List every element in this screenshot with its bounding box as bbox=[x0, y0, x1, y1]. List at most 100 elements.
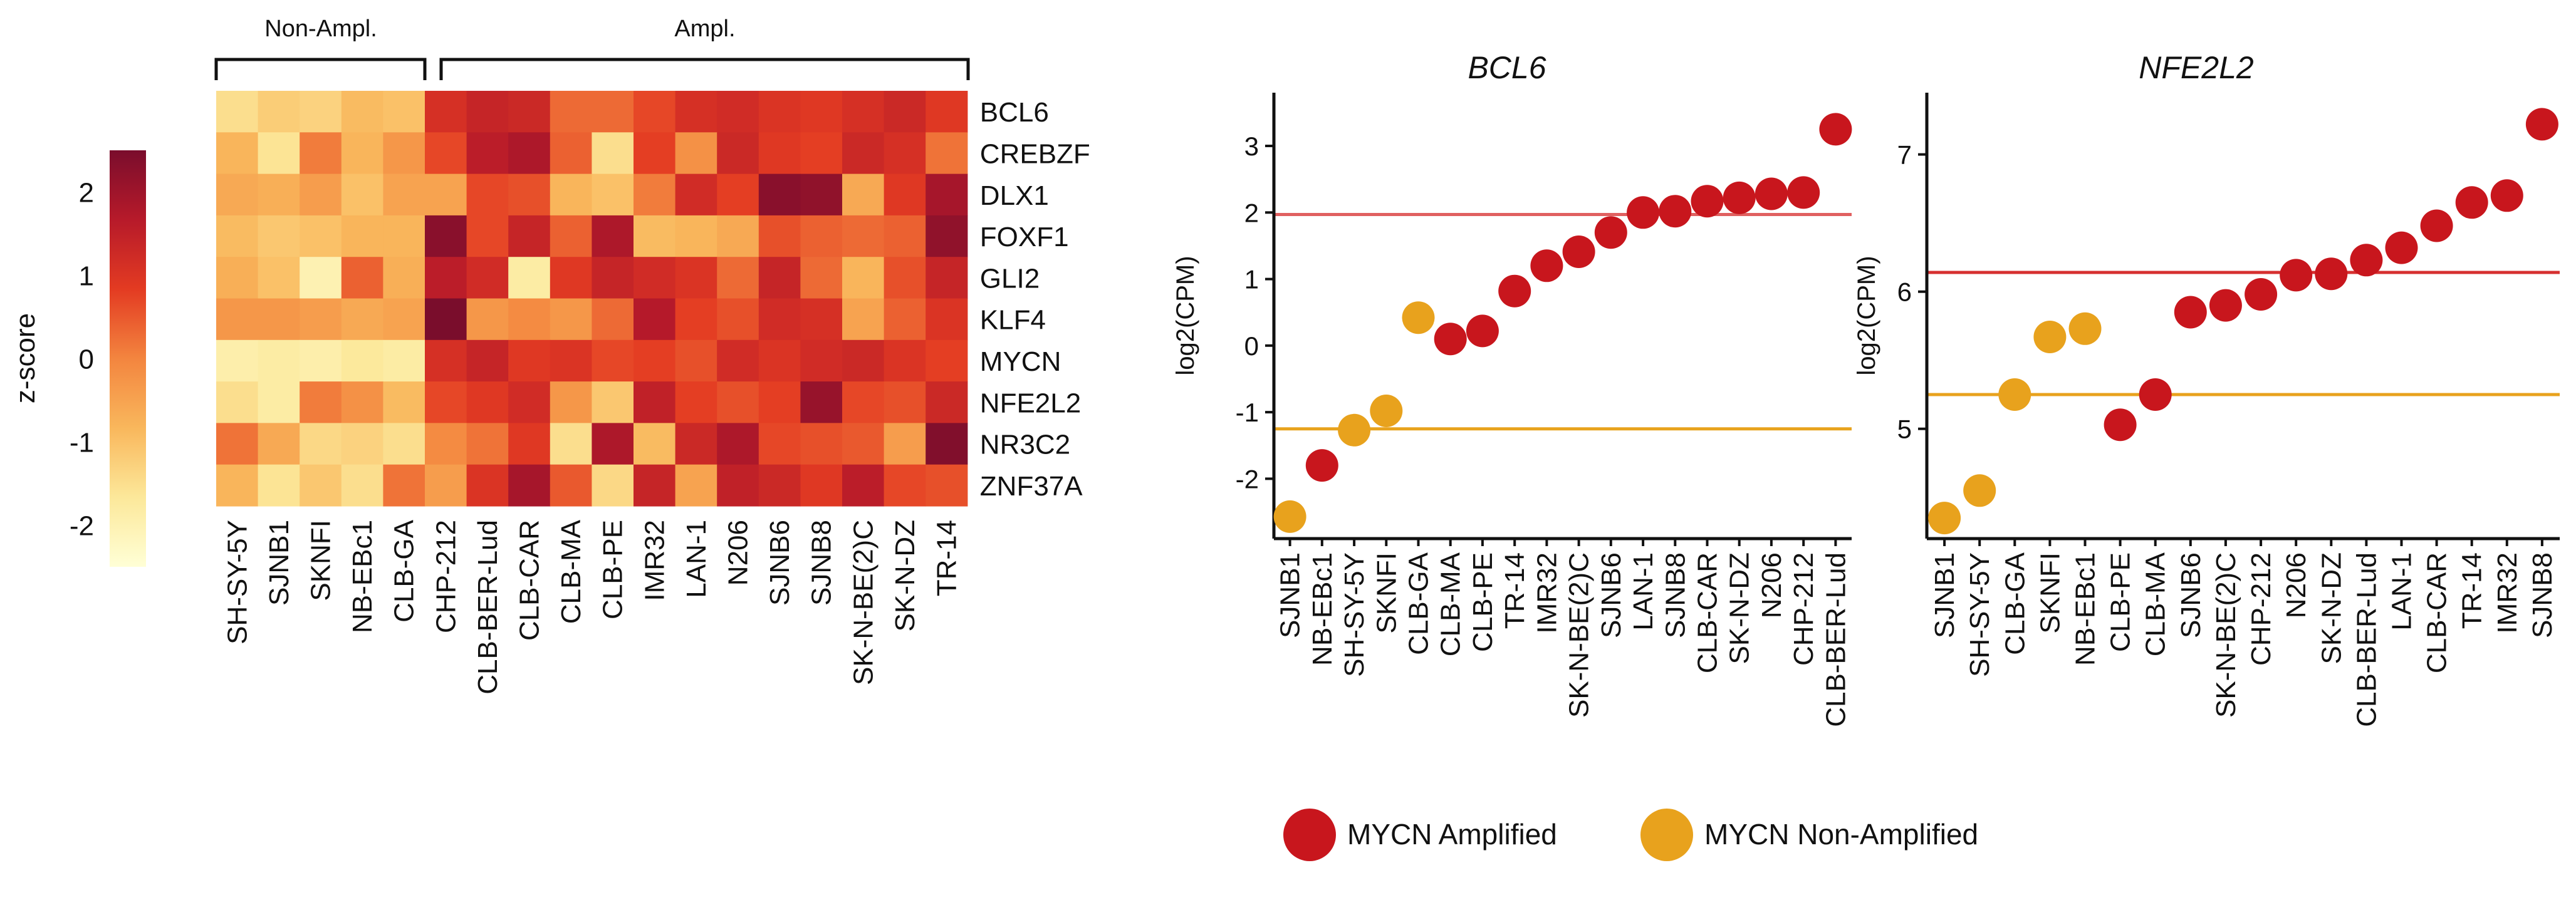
data-point bbox=[1273, 500, 1306, 533]
heatmap-cell-bcl6-4 bbox=[383, 91, 425, 133]
heatmap-cell-crebzf-5 bbox=[425, 132, 467, 175]
heatmap-cell-mycn-11 bbox=[675, 339, 717, 382]
x-tick-label: SH-SY-5Y bbox=[1964, 552, 1995, 677]
heatmap-cell-crebzf-10 bbox=[634, 132, 676, 175]
bracket-label-amplified: Ampl. bbox=[674, 16, 735, 42]
heatmap-cell-bcl6-9 bbox=[592, 91, 634, 133]
x-tick-label: CHP-212 bbox=[1788, 552, 1819, 666]
heatmap-cell-znf37a-13 bbox=[758, 464, 801, 507]
heatmap-cell-foxf1-5 bbox=[425, 215, 467, 257]
x-tick-label: CLB-MA bbox=[1436, 552, 1466, 656]
heatmap-column-label: SJNB6 bbox=[764, 520, 795, 606]
heatmap-cell-foxf1-16 bbox=[884, 215, 926, 257]
heatmap-cell-bcl6-14 bbox=[800, 91, 843, 133]
heatmap-cell-bcl6-8 bbox=[550, 91, 592, 133]
heatmap-cell-foxf1-10 bbox=[634, 215, 676, 257]
data-point bbox=[2245, 278, 2278, 311]
heatmap-cell-foxf1-3 bbox=[341, 215, 383, 257]
heatmap-column-label: N206 bbox=[723, 520, 754, 586]
data-point bbox=[2280, 259, 2313, 292]
data-point bbox=[2068, 312, 2102, 345]
data-point bbox=[1787, 176, 1820, 209]
x-tick-label: CLB-BER-Lud bbox=[1820, 552, 1851, 727]
heatmap-cell-foxf1-12 bbox=[717, 215, 759, 257]
heatmap-cell-foxf1-7 bbox=[508, 215, 551, 257]
heatmap-cell-mycn-0 bbox=[216, 339, 259, 382]
heatmap-cell-znf37a-11 bbox=[675, 464, 717, 507]
heatmap-cell-crebzf-16 bbox=[884, 132, 926, 175]
y-tick-label: 6 bbox=[1897, 277, 1912, 307]
heatmap-cell-znf37a-8 bbox=[550, 464, 592, 507]
heatmap-cell-bcl6-5 bbox=[425, 91, 467, 133]
heatmap-cell-nr3c2-13 bbox=[758, 423, 801, 465]
x-tick-label: SK-N-BE(2)C bbox=[1564, 552, 1595, 718]
heatmap-cell-crebzf-2 bbox=[300, 132, 342, 175]
heatmap-cell-dlx1-14 bbox=[800, 173, 843, 216]
heatmap-cell-crebzf-0 bbox=[216, 132, 259, 175]
x-tick-label: SK-N-BE(2)C bbox=[2211, 552, 2241, 718]
heatmap-cell-znf37a-3 bbox=[341, 464, 383, 507]
heatmap-column-label: NB-EBc1 bbox=[347, 520, 378, 633]
heatmap-cell-nfe2l2-7 bbox=[508, 381, 551, 423]
heatmap-cell-nfe2l2-10 bbox=[634, 381, 676, 423]
x-tick-label: IMR32 bbox=[2492, 552, 2523, 634]
heatmap-cell-gli2-6 bbox=[466, 257, 509, 299]
heatmap-cell-mycn-10 bbox=[634, 339, 676, 382]
heatmap-cell-nfe2l2-14 bbox=[800, 381, 843, 423]
heatmap-cell-bcl6-13 bbox=[758, 91, 801, 133]
heatmap-cell-dlx1-1 bbox=[258, 173, 300, 216]
data-point bbox=[2209, 289, 2242, 322]
heatmap-cell-gli2-0 bbox=[216, 257, 259, 299]
heatmap-cell-crebzf-1 bbox=[258, 132, 300, 175]
heatmap-cell-klf4-15 bbox=[842, 298, 885, 341]
heatmap-cell-foxf1-13 bbox=[758, 215, 801, 257]
data-point bbox=[1498, 274, 1531, 308]
heatmap-cell-dlx1-4 bbox=[383, 173, 425, 216]
data-point bbox=[2420, 209, 2453, 242]
data-point bbox=[2315, 257, 2348, 291]
heatmap-cell-crebzf-3 bbox=[341, 132, 383, 175]
heatmap-cell-klf4-13 bbox=[758, 298, 801, 341]
heatmap-cell-crebzf-4 bbox=[383, 132, 425, 175]
legend-non-amplified-marker bbox=[1640, 809, 1693, 861]
x-tick-label: N206 bbox=[2281, 552, 2312, 618]
heatmap-cell-dlx1-9 bbox=[592, 173, 634, 216]
heatmap-cell-dlx1-17 bbox=[926, 173, 968, 216]
heatmap-cell-crebzf-6 bbox=[466, 132, 509, 175]
data-point bbox=[2139, 378, 2172, 411]
heatmap-cell-mycn-3 bbox=[341, 339, 383, 382]
heatmap-cell-nfe2l2-6 bbox=[466, 381, 509, 423]
heatmap-cell-nfe2l2-0 bbox=[216, 381, 259, 423]
heatmap-cell-crebzf-7 bbox=[508, 132, 551, 175]
x-tick-label: SK-N-DZ bbox=[1724, 552, 1755, 664]
y-tick-label: 3 bbox=[1244, 132, 1259, 161]
heatmap-cell-foxf1-2 bbox=[300, 215, 342, 257]
heatmap-cell-bcl6-11 bbox=[675, 91, 717, 133]
heatmap-cell-dlx1-13 bbox=[758, 173, 801, 216]
heatmap-cell-nfe2l2-11 bbox=[675, 381, 717, 423]
heatmap-cell-crebzf-14 bbox=[800, 132, 843, 175]
colorbar-tick-label: 0 bbox=[79, 344, 94, 375]
data-point bbox=[1659, 195, 1692, 228]
heatmap-cell-nr3c2-1 bbox=[258, 423, 300, 465]
heatmap-cell-klf4-0 bbox=[216, 298, 259, 341]
heatmap-cell-mycn-17 bbox=[926, 339, 968, 382]
heatmap-cell-mycn-4 bbox=[383, 339, 425, 382]
heatmap-cell-nr3c2-8 bbox=[550, 423, 592, 465]
heatmap-cell-crebzf-15 bbox=[842, 132, 885, 175]
data-point bbox=[2033, 321, 2067, 353]
heatmap-cell-nfe2l2-12 bbox=[717, 381, 759, 423]
data-point bbox=[1434, 323, 1467, 356]
heatmap-cell-znf37a-14 bbox=[800, 464, 843, 507]
heatmap-cell-foxf1-15 bbox=[842, 215, 885, 257]
heatmap-cell-nfe2l2-2 bbox=[300, 381, 342, 423]
heatmap-cell-mycn-8 bbox=[550, 339, 592, 382]
y-axis-label: log2(CPM) bbox=[1853, 256, 1880, 375]
heatmap-row-label: CREBZF bbox=[980, 138, 1090, 169]
x-tick-label: CHP-212 bbox=[2246, 552, 2276, 666]
heatmap-cell-gli2-14 bbox=[800, 257, 843, 299]
heatmap-cell-bcl6-0 bbox=[216, 91, 259, 133]
heatmap-cell-gli2-5 bbox=[425, 257, 467, 299]
heatmap-column-label: CLB-PE bbox=[598, 520, 628, 619]
colorbar: 2 1 0 -1 -2 z-score bbox=[10, 150, 146, 567]
